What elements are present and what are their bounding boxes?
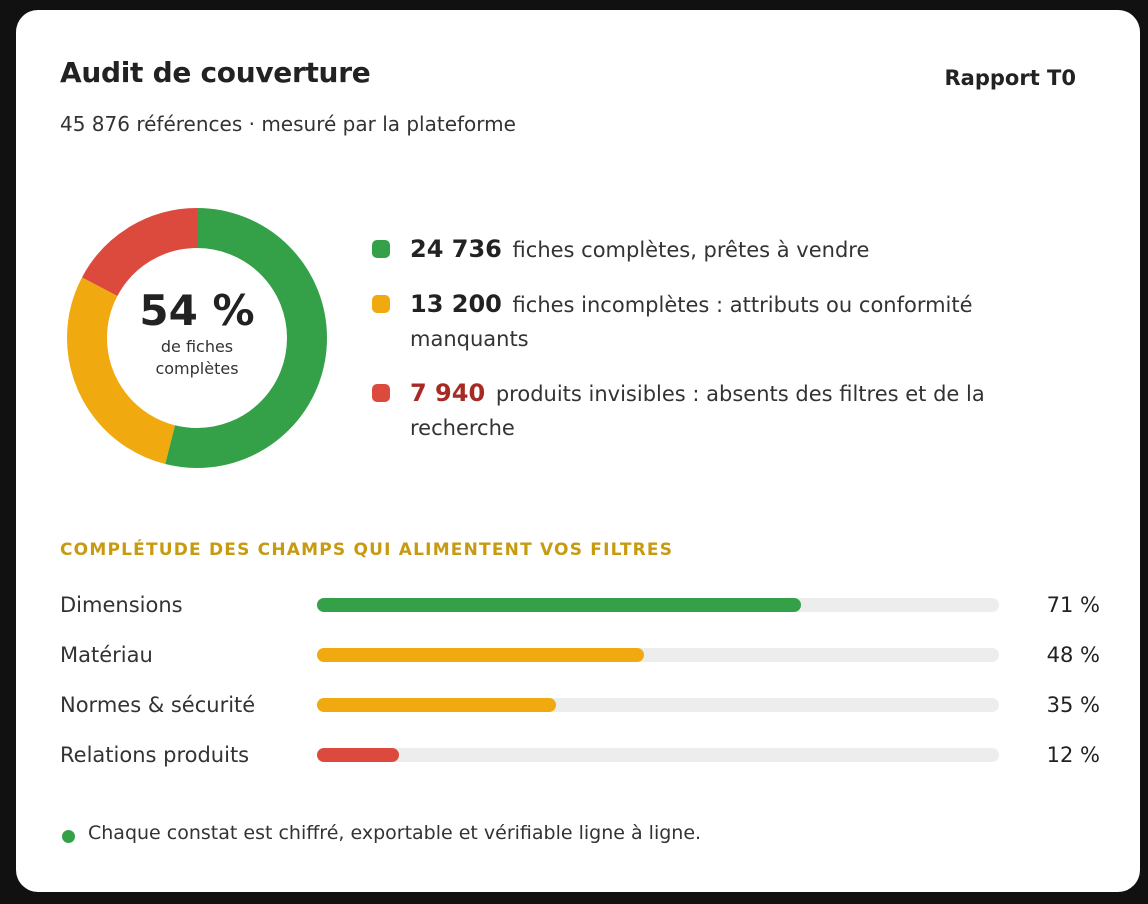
- bar-row-relations: Relations produits 12 %: [60, 740, 1100, 790]
- donut-segment-invisible: [67, 208, 327, 468]
- bar-track: [317, 598, 999, 612]
- donut-caption: de fiches complètes: [155, 337, 239, 378]
- legend-item-invisible: 7 940 produits invisibles : absents des …: [372, 376, 1032, 445]
- donut-center: 54 % de fiches complètes: [66, 207, 328, 469]
- bar-label: Matériau: [60, 643, 153, 667]
- fields-section-title: COMPLÉTUDE DES CHAMPS QUI ALIMENTENT VOS…: [60, 540, 674, 560]
- legend-text: fiches complètes, prêtes à vendre: [512, 238, 870, 262]
- legend-text: produits invisibles : absents des filtre…: [410, 382, 985, 440]
- bar-label: Relations produits: [60, 743, 250, 767]
- donut-segment-incomplete: [67, 208, 327, 468]
- legend-number: 24 736: [410, 235, 502, 263]
- legend-number: 13 200: [410, 290, 502, 318]
- bar-value: 48 %: [1046, 643, 1100, 667]
- donut-legend: 24 736 fiches complètes, prêtes à vendre…: [372, 232, 1032, 465]
- donut-percent: 54 %: [139, 286, 255, 335]
- red-square-icon: [372, 384, 390, 402]
- bar-row-standards: Normes & sécurité 35 %: [60, 690, 1100, 740]
- legend-item-incomplete: 13 200 fiches incomplètes : attributs ou…: [372, 287, 1032, 356]
- legend-text: fiches incomplètes : attributs ou confor…: [410, 293, 973, 351]
- amber-square-icon: [372, 295, 390, 313]
- footnote-text: Chaque constat est chiffré, exportable e…: [88, 822, 702, 844]
- legend-number: 7 940: [410, 379, 486, 407]
- bar-row-material: Matériau 48 %: [60, 640, 1100, 690]
- bar-label: Normes & sécurité: [60, 693, 256, 717]
- bar-track: [317, 748, 999, 762]
- coverage-donut-chart: [67, 208, 327, 468]
- bar-label: Dimensions: [60, 593, 183, 617]
- bar-fill: [317, 698, 556, 712]
- card-subtitle: 45 876 références · mesuré par la platef…: [60, 112, 516, 136]
- bar-fill: [317, 748, 399, 762]
- bar-fill: [317, 648, 645, 662]
- coverage-audit-card: Audit de couverture Rapport T0 45 876 ré…: [16, 10, 1140, 892]
- bar-track: [317, 648, 999, 662]
- bar-fill: [317, 598, 802, 612]
- footnote: Chaque constat est chiffré, exportable e…: [60, 822, 701, 844]
- bar-track: [317, 698, 999, 712]
- bar-row-dimensions: Dimensions 71 %: [60, 590, 1100, 640]
- bar-value: 71 %: [1046, 593, 1100, 617]
- field-completeness-bars: Dimensions 71 % Matériau 48 % Normes & s…: [60, 590, 1100, 790]
- report-label: Rapport T0: [944, 66, 1076, 90]
- bar-value: 35 %: [1046, 693, 1100, 717]
- bar-value: 12 %: [1046, 743, 1100, 767]
- green-square-icon: [372, 240, 390, 258]
- green-dot-icon: [62, 830, 75, 843]
- card-title: Audit de couverture: [60, 56, 371, 89]
- legend-item-complete: 24 736 fiches complètes, prêtes à vendre: [372, 232, 1032, 267]
